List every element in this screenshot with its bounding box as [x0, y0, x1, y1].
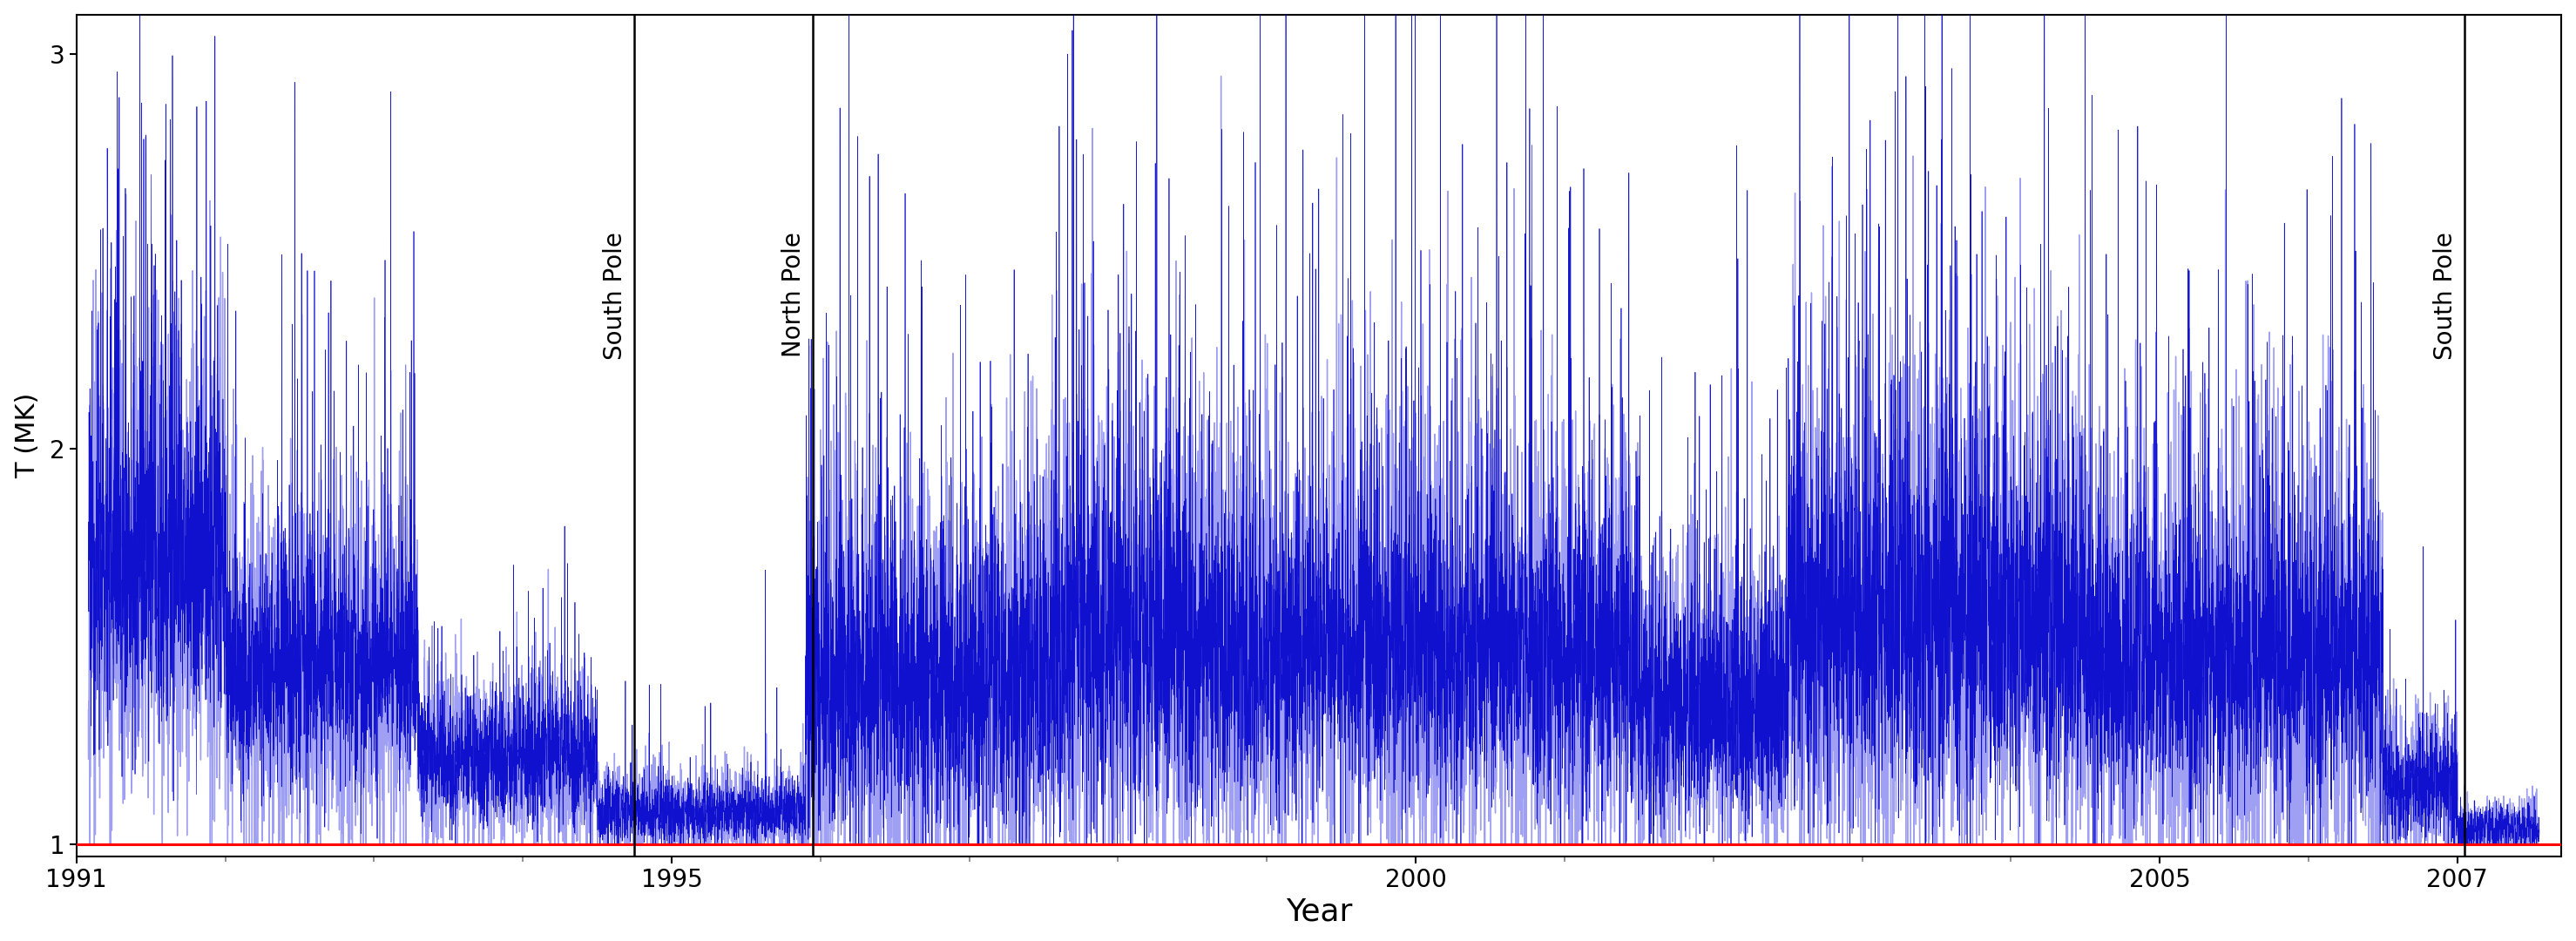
Text: South Pole: South Pole	[603, 231, 626, 359]
Y-axis label: T (MK): T (MK)	[15, 392, 39, 478]
Text: North Pole: North Pole	[781, 231, 806, 358]
Text: South Pole: South Pole	[2432, 231, 2458, 359]
X-axis label: Year: Year	[1285, 897, 1352, 927]
